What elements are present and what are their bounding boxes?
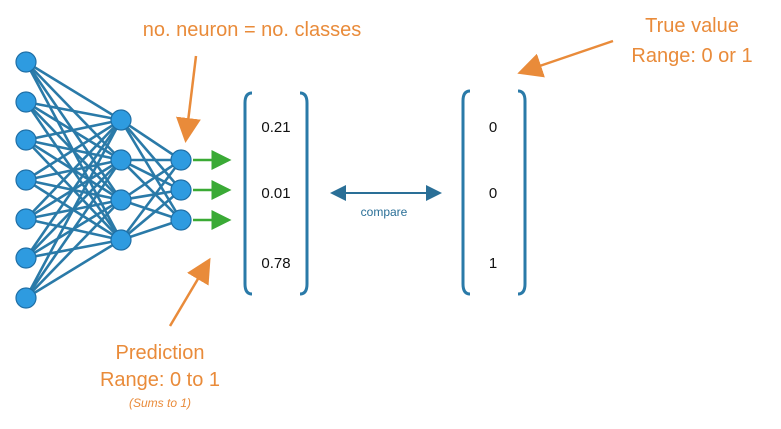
connection-l2-2-3 <box>120 159 182 221</box>
true-value-arrow <box>517 39 614 78</box>
prediction-value-3: 0.78 <box>261 255 290 272</box>
connection-l1-1-1 <box>25 60 122 122</box>
neuron-l3-2 <box>170 179 192 201</box>
connection-l2-1-1 <box>120 118 182 162</box>
network-neurons <box>15 51 192 309</box>
connection-l2-2-2 <box>120 158 182 192</box>
connection-l2-4-2 <box>120 189 182 241</box>
connection-l1-6-1 <box>24 119 123 259</box>
true-value-2: 0 <box>489 185 497 202</box>
true-left-bracket <box>461 89 471 296</box>
connection-l1-7-4 <box>25 238 122 300</box>
true-value-1: 0 <box>489 119 497 136</box>
connection-l1-7-1 <box>24 119 123 299</box>
true-right-bracket <box>517 89 527 296</box>
true-value-range: Range: 0 or 1 <box>631 45 752 67</box>
connection-l2-3-1 <box>120 158 182 202</box>
prediction-note: (Sums to 1) <box>129 396 191 410</box>
neurons-classes-label: no. neuron = no. classes <box>143 19 361 41</box>
prediction-arrow <box>168 257 211 327</box>
neuron-l1-3 <box>15 129 37 151</box>
neuron-l3-3 <box>170 209 192 231</box>
connection-l1-7-3 <box>25 199 122 299</box>
neuron-l3-1 <box>170 149 192 171</box>
connection-l1-5-1 <box>25 119 122 220</box>
neurons-classes-arrow <box>176 55 201 143</box>
neuron-l1-2 <box>15 91 37 113</box>
connection-l2-1-2 <box>120 119 182 191</box>
connection-l2-1-3 <box>119 119 183 221</box>
neuron-l1-4 <box>15 169 37 191</box>
neuron-l1-5 <box>15 208 37 230</box>
prediction-left-bracket <box>243 91 253 296</box>
connection-l1-2-1 <box>25 100 122 122</box>
connection-l1-3-1 <box>25 118 122 142</box>
neuron-l1-1 <box>15 51 37 73</box>
neuron-l2-4 <box>110 229 132 251</box>
prediction-value-1: 0.21 <box>261 119 290 136</box>
prediction-value-2: 0.01 <box>261 185 290 202</box>
neuron-l2-1 <box>110 109 132 131</box>
output-arrows <box>193 150 232 230</box>
true-value-3: 1 <box>489 255 497 272</box>
true-value-title: True value <box>645 15 739 37</box>
connection-l2-4-1 <box>119 159 183 241</box>
connection-l1-7-2 <box>24 159 123 299</box>
neuron-l1-7 <box>15 287 37 309</box>
prediction-title: Prediction <box>116 342 205 364</box>
connection-l1-4-1 <box>25 118 122 182</box>
compare-label: compare <box>361 205 408 219</box>
neuron-l2-2 <box>110 149 132 171</box>
prediction-right-bracket <box>299 91 309 296</box>
network-connections <box>24 60 183 300</box>
prediction-range: Range: 0 to 1 <box>100 369 220 391</box>
neuron-l1-6 <box>15 247 37 269</box>
neuron-l2-3 <box>110 189 132 211</box>
